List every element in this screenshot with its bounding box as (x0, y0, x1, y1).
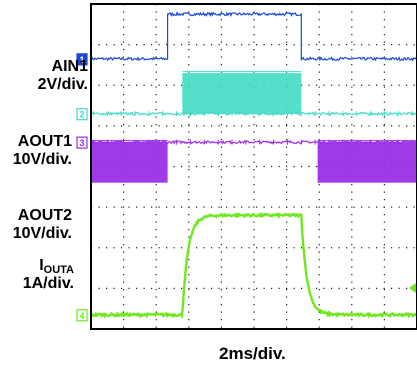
ch2-burst-0 (182, 73, 302, 114)
ch2-marker: 2 (76, 108, 88, 121)
traces (90, 11, 417, 320)
ch4-scale: 1A/div. (22, 275, 74, 292)
ch1-scale: 2V/div. (37, 76, 88, 93)
ch1-name: AIN1 (51, 58, 88, 75)
ch3-name: AOUT2 (17, 207, 72, 224)
ch2-marker-box (76, 108, 88, 121)
ch4-marker-text: 4 (79, 311, 84, 321)
ch2-name: AOUT1 (17, 133, 72, 150)
ch3-marker-text: 3 (79, 138, 84, 148)
ch3-trace (90, 139, 417, 183)
ch4-marker: 4 (76, 309, 88, 322)
ch1-label: AIN1 2V/div. (0, 58, 88, 94)
ch2-scale: 10V/div. (12, 151, 72, 168)
ch4-marker-box (76, 309, 88, 322)
ch2-label: AOUT1 10V/div. (0, 133, 72, 169)
ch3-burst-1 (317, 142, 417, 183)
ch4-trace (90, 211, 417, 320)
ch3-ticks (92, 139, 413, 145)
ch4-label: IOUTA 1A/div. (0, 257, 74, 293)
ch2-ticks (92, 111, 413, 117)
ch1-trace (90, 11, 417, 62)
trigger-level-arrow (409, 283, 416, 294)
ch3-marker-box (76, 136, 88, 149)
ch2-baseline (90, 111, 417, 117)
ch4-name: IOUTA (39, 257, 74, 276)
ch1-marker: 1 (76, 53, 88, 66)
ch3-label: AOUT2 10V/div. (0, 207, 72, 243)
ch1-line (90, 11, 417, 62)
ch4-line (90, 211, 417, 320)
grid-dots (91, 4, 417, 329)
ch3-burst-0 (91, 142, 168, 183)
ch1-marker-box (76, 53, 88, 66)
x-axis-label: 2ms/div. (219, 344, 286, 363)
ch4-name-sub: OUTA (43, 264, 74, 276)
ch3-scale: 10V/div. (12, 225, 72, 242)
ch1-marker-text: 1 (79, 55, 84, 65)
channel-markers: 1234T (76, 53, 416, 322)
ch3-marker: 3 (76, 136, 88, 149)
ch2-marker-text: 2 (79, 110, 84, 120)
plot-frame (90, 3, 417, 330)
ch2-trace (90, 71, 417, 117)
